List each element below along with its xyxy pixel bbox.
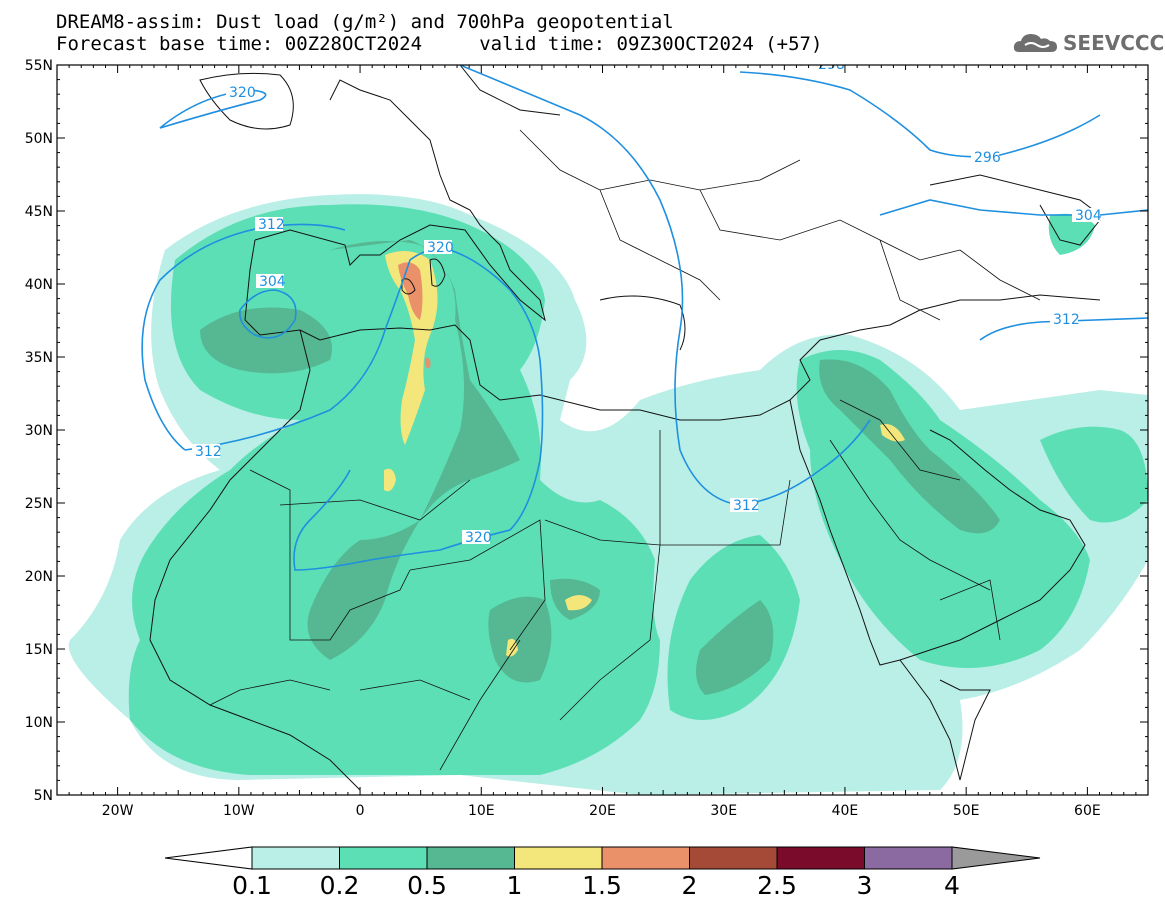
contour-label: 320 [229,85,256,101]
contour-label: 298 [818,57,845,73]
coastlines [149,65,1101,791]
colorbar: 0.1 0.2 0.5 1 1.5 2 2.5 3 4 [164,846,1041,900]
contour-label: 312 [1053,312,1080,328]
lat-tick-label: 40N [25,277,53,293]
lat-tick-label: 45N [25,204,53,220]
lat-tick-label: 50N [25,131,53,147]
forecast-time-line: Forecast base time: 00Z28OCT2024 valid t… [56,33,823,55]
colorbar-swatch [426,846,515,870]
contour-labels: 320 312 304 320 312 320 312 296 304 312 … [192,57,1102,546]
lat-tick-label: 15N [25,642,53,658]
colorbar-label: 2 [682,871,698,900]
colorbar-label: 0.1 [232,871,272,900]
colorbar-label: 1.5 [582,871,622,900]
lon-tick-label: 40E [832,803,859,819]
contour-label: 312 [733,498,760,514]
colorbar-label: 0.5 [407,871,447,900]
map-title: DREAM8-assim: Dust load (g/m²) and 700hP… [56,11,674,33]
colorbar-label: 0.2 [320,871,360,900]
lat-tick-label: 10N [25,715,53,731]
lon-tick-label: 50E [953,803,980,819]
colorbar-label: 1 [507,871,523,900]
colorbar-swatch [864,846,953,870]
lat-tick-label: 55N [25,58,53,74]
colorbar-swatch [514,846,603,870]
lon-tick-label: 10E [468,803,495,819]
contour-label: 312 [195,444,222,460]
colorbar-label: 3 [857,871,873,900]
seevccc-logo: SEEVCCC [1011,28,1164,58]
colorbar-label: 2.5 [757,871,797,900]
contour-label: 304 [1075,208,1102,224]
colorbar-under-arrow [164,846,253,870]
geopotential-contours [141,65,1148,571]
contour-label: 312 [258,217,285,233]
colorbar-swatch [251,846,340,870]
colorbar-swatch [776,846,865,870]
logo-text: SEEVCCC [1063,31,1165,55]
lon-tick-label: 0 [356,803,365,819]
lat-tick-label: 25N [25,496,53,512]
lon-tick-label: 10W [223,803,255,819]
colorbar-over-arrow [951,846,1041,870]
lat-tick-label: 35N [25,350,53,366]
contour-label: 320 [465,530,492,546]
colorbar-swatch [601,846,690,870]
longitude-axis: 20W 10W 0 10E 20E 30E 40E 50E 60E [56,65,1149,819]
latitude-axis: 55N 50N 45N 40N 35N 30N 25N 20N 15N 10N 5N [25,58,1148,804]
colorbar-swatch [339,846,428,870]
map-area: 320 312 304 320 312 320 312 296 304 312 … [57,57,1148,795]
colorbar-label: 4 [944,871,960,900]
contour-label: 296 [974,150,1001,166]
country-borders [209,129,1041,771]
lon-tick-label: 20W [102,803,134,819]
lat-tick-label: 30N [25,423,53,439]
colorbar-swatch [689,846,778,870]
lon-tick-label: 30E [710,803,737,819]
lon-tick-label: 20E [589,803,616,819]
dust-level-0.5 [200,240,1000,695]
contour-label: 304 [259,274,286,290]
contour-label: 320 [427,240,454,256]
cloud-logo-icon [1013,34,1057,52]
lat-tick-label: 20N [25,569,53,585]
lon-tick-label: 60E [1074,803,1101,819]
lat-tick-label: 5N [34,788,53,804]
